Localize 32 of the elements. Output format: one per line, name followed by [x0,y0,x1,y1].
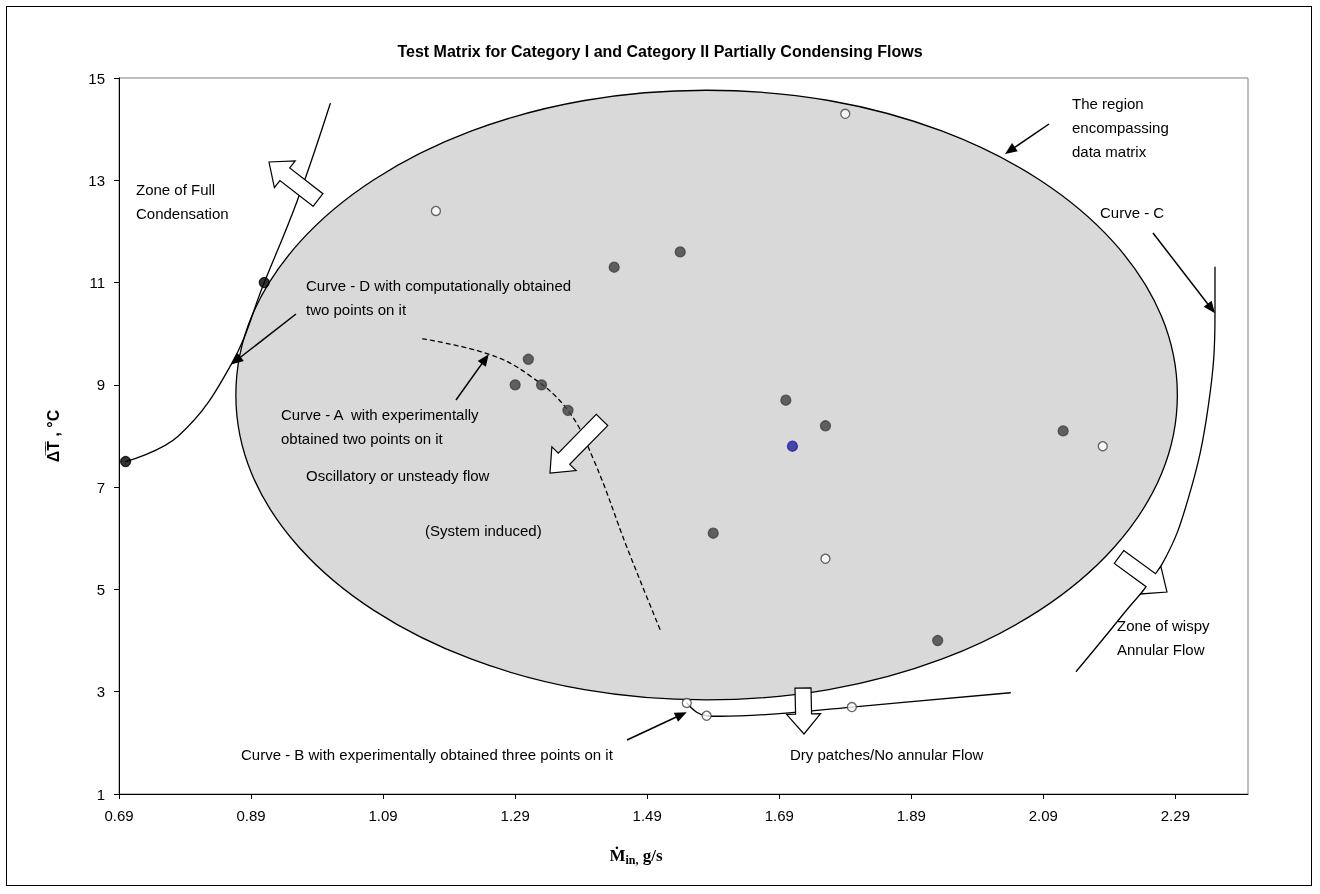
y-tick-label: 9 [96,376,105,394]
x-tick-label: 1.49 [632,807,662,824]
y-tick-label: 3 [96,683,105,701]
annotation: Zone of wispy Annular Flow [1117,616,1211,660]
annotation: Dry patches/No annular Flow [790,745,985,765]
x-tick-label: 0.89 [236,807,266,824]
annotation: Zone of Full Condensation [136,180,230,224]
point [701,710,712,721]
y-tick-label: 5 [96,580,105,598]
y-axis-title: Δ̅T̅ , °C [44,409,62,463]
annotation: Curve - A with experimentally obtained two points on it [281,405,480,449]
y-tick-label: 15 [88,69,105,87]
y-tick-label: 11 [89,274,105,292]
x-tick-label: 2.29 [1160,807,1190,824]
x-tick-label: 1.89 [896,807,926,824]
annotation: Curve - D with computationally obtained two points on it [306,276,573,320]
annotation: Curve - B with experimentally obtained three points on it [241,745,614,765]
x-tick-label: 2.09 [1028,807,1058,824]
y-tick-label: 13 [88,171,105,189]
annotation: Curve - C [1100,203,1166,223]
x-tick-label: 1.09 [368,807,398,824]
x-tick-label: 1.69 [764,807,794,824]
chart-title: Test Matrix for Category I and Category II Partially Condensing Flows [397,42,923,60]
y-tick-label: 7 [96,478,105,496]
point [846,701,858,713]
y-tick-label: 1 [96,785,105,803]
x-tick-label: 0.69 [104,807,134,824]
annotation: Oscillatory or unsteady flow [306,466,491,486]
point [119,455,132,468]
annotation: (System induced) [425,521,543,541]
x-tick-label: 1.29 [500,807,530,824]
annotation: The region encompassing data matrix [1072,94,1170,162]
